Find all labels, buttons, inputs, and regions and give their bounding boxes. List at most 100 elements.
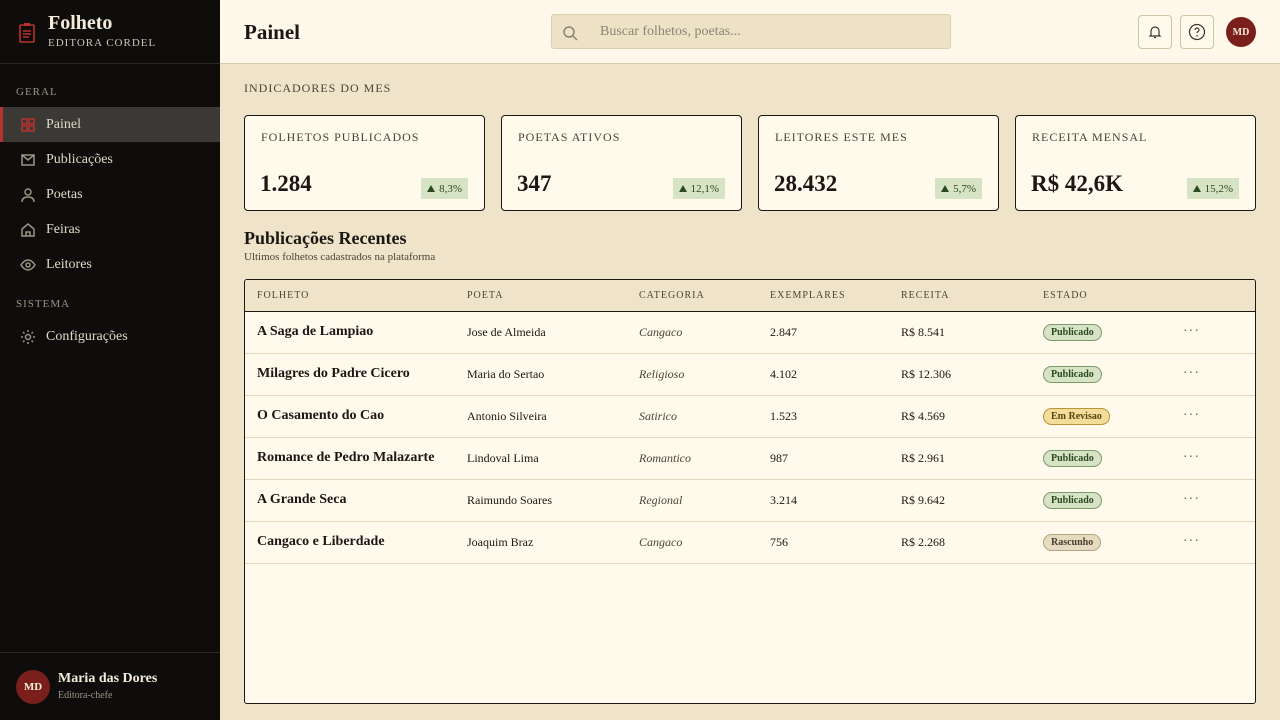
indicator-value: 1.284 (260, 171, 312, 196)
nav-label: Painel (46, 116, 81, 132)
indicator-label: POETAS ATIVOS (518, 130, 621, 144)
table-cell: R$ 9.642 (901, 479, 1043, 522)
publications-table: FOLHETO POETA CATEGORIA EXEMPLARES RECEITA ES… (244, 279, 1256, 704)
status-badge: Publicado (1043, 449, 1102, 467)
table-cell: Jose de Almeida (467, 311, 639, 354)
indicator-card: RECEITA MENSAL R$ 42,6K 15,2% (1015, 115, 1256, 211)
table-cell: Maria do Sertao (467, 353, 639, 396)
notifications-button[interactable] (1138, 15, 1172, 49)
actions-cell: ··· (1183, 479, 1255, 522)
table-row: Romance de Pedro Malazarte Lindoval Lima R… (245, 437, 1255, 480)
row-actions[interactable]: ··· (1183, 450, 1200, 465)
actions-cell: ··· (1183, 395, 1255, 438)
bell-icon (1148, 26, 1162, 39)
nav-item[interactable]: Poetas (0, 177, 220, 212)
table-cell: R$ 12.306 (901, 353, 1043, 396)
change-value: 5,7% (953, 182, 976, 195)
help-button[interactable] (1180, 15, 1214, 49)
table-cell: O Casamento do Cao (245, 395, 467, 438)
user-name: Maria das Dores (58, 671, 158, 686)
table-cell: Joaquim Braz (467, 521, 639, 564)
nav-item[interactable]: Painel (0, 107, 220, 142)
indicator-value: 28.432 (774, 171, 838, 196)
brand-icon (19, 23, 35, 43)
change-value: 12,1% (690, 182, 719, 195)
table-cell: 987 (770, 437, 901, 480)
table-cell: R$ 2.268 (901, 521, 1043, 564)
table-cell: Cangaco (639, 311, 770, 354)
nav-icon (21, 117, 35, 132)
row-actions[interactable]: ··· (1183, 492, 1200, 507)
up-arrow (427, 185, 436, 192)
table: FOLHETO POETA CATEGORIA EXEMPLARES RECEITA ES… (245, 280, 1255, 564)
recent-title: Publicações Recentes (244, 228, 407, 248)
nav-item[interactable]: Feiras (0, 212, 220, 247)
search-box[interactable]: Buscar folhetos, poetas... (551, 14, 951, 49)
nav-label: Configurações (46, 328, 128, 344)
column-header: FOLHETO (245, 280, 467, 312)
spacer (0, 282, 220, 294)
indicator-card: LEITORES ESTE MES 28.432 5,7% (758, 115, 999, 211)
status-cell: Publicado (1043, 479, 1183, 522)
nav-icon (21, 187, 35, 202)
table-cell: Regional (639, 479, 770, 522)
status-badge: Em Revisao (1043, 407, 1110, 425)
header-avatar[interactable]: MD (1226, 17, 1256, 47)
search-placeholder: Buscar folhetos, poetas... (600, 24, 741, 39)
nav-label: Poetas (46, 186, 83, 202)
row-actions[interactable]: ··· (1183, 324, 1200, 339)
indicator-label: LEITORES ESTE MES (775, 130, 908, 144)
nav-item[interactable]: Configurações (0, 319, 220, 354)
actions-cell: ··· (1183, 353, 1255, 396)
table-row: O Casamento do Cao Antonio Silveira Satiri… (245, 395, 1255, 438)
change-badge: 15,2% (1186, 178, 1239, 199)
user-role: Editora-chefe (58, 690, 113, 701)
table-body: A Saga de Lampiao Jose de Almeida Cangaco 2… (245, 311, 1255, 564)
table-row: Milagres do Padre Cicero Maria do Sertao R… (245, 353, 1255, 396)
change-value: 15,2% (1204, 182, 1233, 195)
table-cell: Cangaco (639, 521, 770, 564)
indicator-card: POETAS ATIVOS 347 12,1% (501, 115, 742, 211)
nav-item[interactable]: Leitores (0, 247, 220, 282)
table-cell: 756 (770, 521, 901, 564)
table-cell: A Saga de Lampiao (245, 311, 467, 354)
column-header: ESTADO (1043, 280, 1183, 312)
status-badge: Rascunho (1043, 533, 1102, 551)
table-cell: 2.847 (770, 311, 901, 354)
row-actions[interactable]: ··· (1183, 534, 1200, 549)
header-row: FOLHETO POETA CATEGORIA EXEMPLARES RECEITA ES… (245, 280, 1255, 312)
nav-icon (20, 258, 36, 271)
actions-cell: ··· (1183, 437, 1255, 480)
nav-label: Leitores (46, 256, 92, 272)
table-cell: 4.102 (770, 353, 901, 396)
table-cell: 1.523 (770, 395, 901, 438)
top-bar: Painel Buscar folhetos, poetas... MD (220, 0, 1280, 64)
table-cell: R$ 4.569 (901, 395, 1043, 438)
status-badge: Publicado (1043, 491, 1102, 509)
indicator-label: FOLHETOS PUBLICADOS (261, 130, 420, 144)
brand-subtitle: EDITORA CORDEL (48, 37, 157, 49)
help-icon (1188, 23, 1206, 41)
nav-icon (21, 329, 35, 344)
row-actions[interactable]: ··· (1183, 366, 1200, 381)
row-actions[interactable]: ··· (1183, 408, 1200, 423)
column-header-actions (1183, 280, 1255, 312)
table-cell: Raimundo Soares (467, 479, 639, 522)
status-cell: Publicado (1043, 311, 1183, 354)
table-row: A Saga de Lampiao Jose de Almeida Cangaco 2… (245, 311, 1255, 354)
column-header: RECEITA (901, 280, 1043, 312)
user-card[interactable]: MD Maria das Dores Editora-chefe (0, 652, 220, 720)
actions-cell: ··· (1183, 311, 1255, 354)
status-cell: Em Revisao (1043, 395, 1183, 438)
nav-icon (21, 153, 35, 166)
up-arrow (678, 185, 687, 192)
sidebar: Folheto EDITORA CORDEL GERAL Painel Public… (0, 0, 220, 720)
nav-item[interactable]: Publicações (0, 142, 220, 177)
up-arrow (1192, 185, 1201, 192)
section-label: GERAL (16, 86, 58, 98)
recent-subtitle: Ultimos folhetos cadastrados na platafor… (244, 251, 436, 263)
status-badge: Publicado (1043, 365, 1102, 383)
table-cell: Religioso (639, 353, 770, 396)
table-cell: Satirico (639, 395, 770, 438)
